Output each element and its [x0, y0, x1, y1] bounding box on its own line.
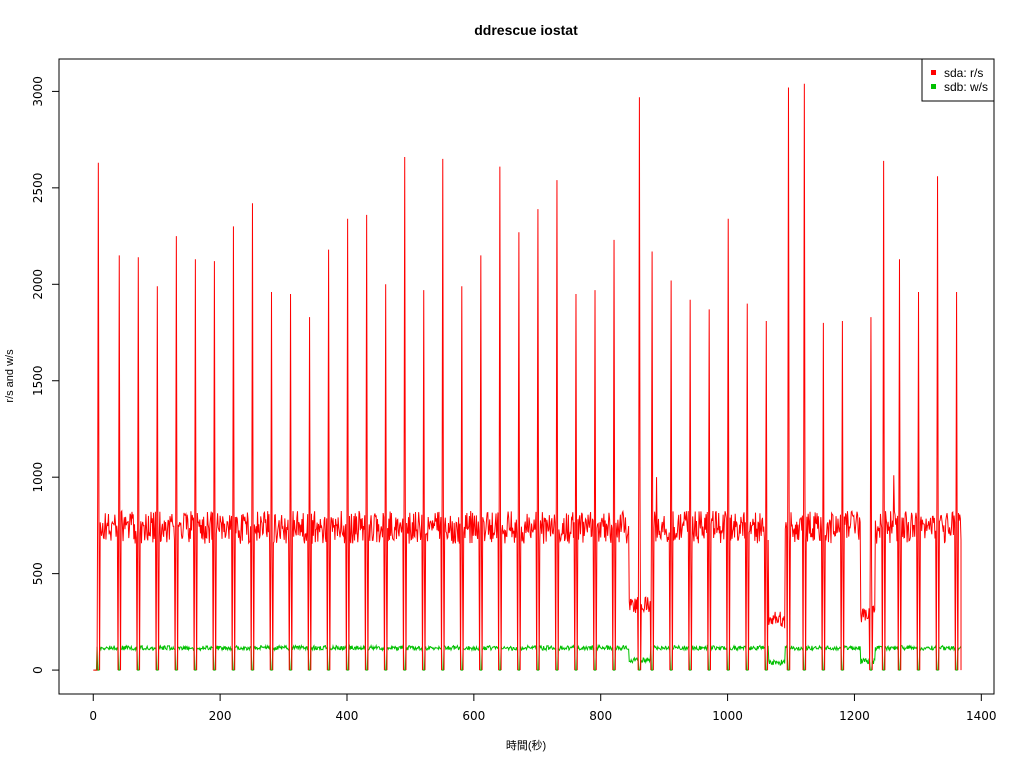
series-layer — [93, 83, 962, 671]
x-tick-label: 1000 — [712, 709, 743, 723]
x-axis-label: 時間(秒) — [506, 738, 546, 752]
series-line-sda — [93, 83, 962, 671]
legend-swatch-sda — [931, 70, 936, 75]
x-tick-label: 800 — [589, 709, 612, 723]
x-tick-label: 200 — [209, 709, 232, 723]
y-axis: 0 500 1000 1500 2000 2500 3000 — [31, 76, 60, 674]
x-axis: 0 200 400 600 800 1000 1200 1400 — [89, 693, 997, 723]
plot-frame — [58, 58, 995, 695]
y-tick-label: 0 — [31, 666, 45, 674]
y-tick-label: 2500 — [31, 173, 45, 204]
x-tick-label: 600 — [462, 709, 485, 723]
y-tick-label: 1000 — [31, 462, 45, 493]
legend-swatch-sdb — [931, 84, 936, 89]
legend-label-sda: sda: r/s — [944, 66, 983, 80]
y-tick-label: 1500 — [31, 365, 45, 396]
y-tick-label: 500 — [31, 562, 45, 585]
legend-label-sdb: sdb: w/s — [944, 80, 988, 94]
y-tick-label: 2000 — [31, 269, 45, 300]
chart-title: ddrescue iostat — [474, 22, 578, 38]
x-tick-label: 1200 — [839, 709, 870, 723]
x-tick-label: 0 — [89, 709, 97, 723]
series-line-sdb — [94, 643, 962, 671]
y-tick-label: 3000 — [31, 76, 45, 107]
legend-box — [921, 58, 995, 102]
y-axis-label: r/s and w/s — [4, 349, 16, 403]
legend: sda: r/s sdb: w/s — [921, 58, 995, 102]
x-tick-label: 1400 — [966, 709, 997, 723]
x-tick-label: 400 — [336, 709, 359, 723]
